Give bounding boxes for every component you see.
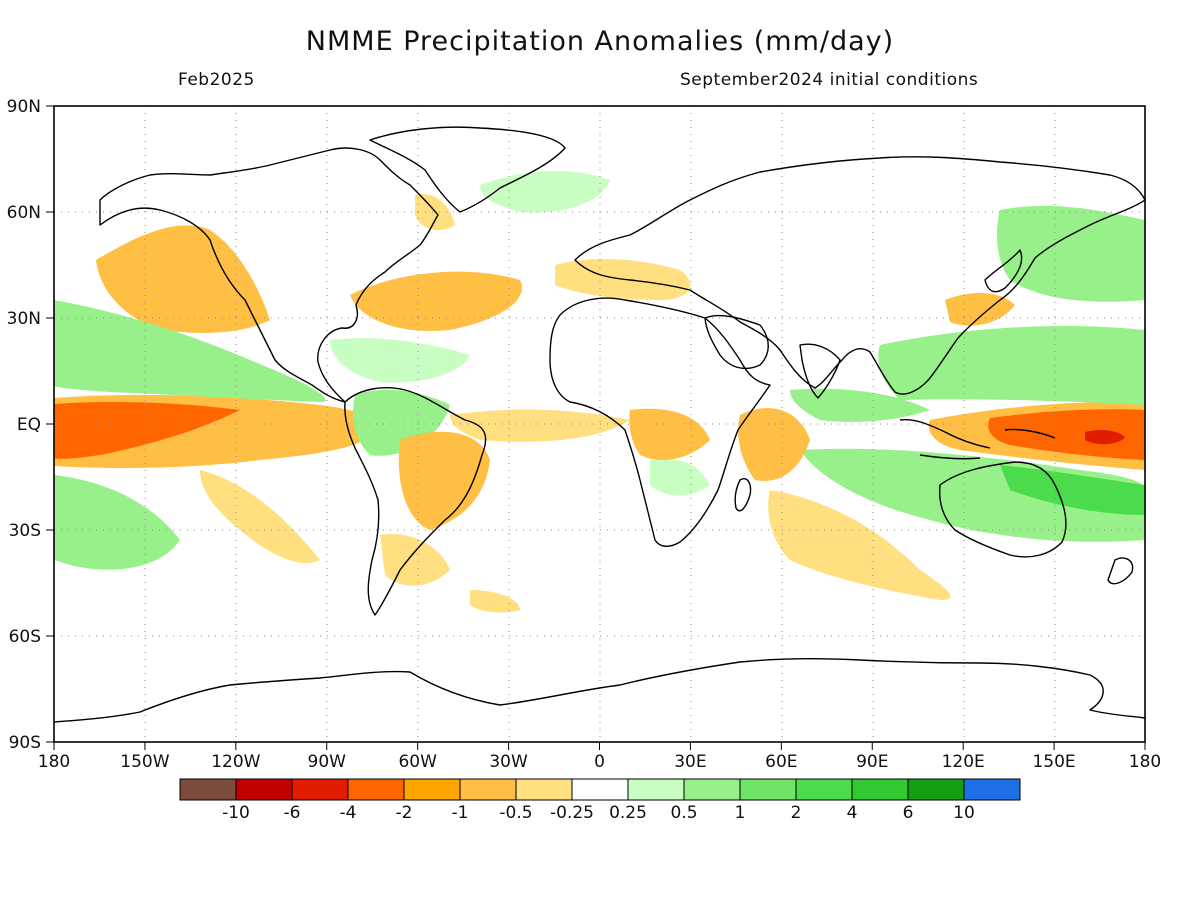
- latitude-axis: 90N 60N 30N EQ 30S 60S 90S: [7, 97, 54, 753]
- anomaly-region-indian-ocean-dry: [738, 408, 810, 481]
- colorbar-swatch: [235, 778, 293, 801]
- anomaly-region-caribbean-wet: [330, 338, 470, 383]
- anomaly-region-australia-strong-wet: [1000, 465, 1145, 515]
- coastline-antarctica: [54, 658, 1145, 723]
- anomaly-region-north-atlantic-wet: [480, 170, 610, 213]
- latitude-label: 90S: [9, 733, 41, 753]
- colorbar-label: -2: [396, 803, 413, 823]
- colorbar-label: 10: [953, 803, 975, 823]
- longitude-label: 90W: [308, 752, 347, 772]
- latitude-label: 30S: [9, 521, 41, 541]
- coastline-eurasia: [574, 156, 1145, 395]
- latitude-label: EQ: [17, 415, 41, 435]
- coastline-north-america: [99, 147, 439, 403]
- longitude-label: 120W: [211, 752, 260, 772]
- anomaly-region-south-atlantic-dry: [470, 590, 520, 613]
- colorbar-label: -6: [284, 803, 301, 823]
- longitude-axis: 180 150W 120W 90W 60W 30W 0 30E 60E 90E 120E 150E 18…: [38, 742, 1161, 772]
- anomaly-region-north-atlantic-dry: [350, 271, 522, 331]
- latitude-label: 90N: [7, 97, 41, 117]
- anomaly-region-equatorial-pacific-strong: [54, 402, 240, 459]
- coastline-south-america: [344, 387, 487, 616]
- anomaly-region-east-africa-wet: [650, 458, 710, 496]
- colorbar-label: -0.25: [550, 803, 594, 823]
- colorbar-swatch: [963, 778, 1021, 801]
- colorbar-swatch: [683, 778, 741, 801]
- colorbar-swatch: [795, 778, 853, 801]
- anomaly-region-pacific-se-dry: [200, 470, 320, 564]
- coastline-japan: [984, 249, 1023, 293]
- colorbar-label: 6: [903, 803, 914, 823]
- colorbar-swatch: [459, 778, 517, 801]
- anomaly-region-australia-north-wet: [800, 448, 1145, 542]
- anomaly-region-pacific-north-wet: [54, 300, 326, 402]
- anomaly-region-north-pacific-wet: [997, 205, 1145, 302]
- anomaly-region-indian-ocean-wet: [790, 388, 930, 422]
- coastline-india: [799, 343, 841, 399]
- colorbar-swatch: [851, 778, 909, 801]
- coastline-indonesia: [899, 418, 1056, 460]
- latitude-label: 60S: [9, 627, 41, 647]
- colorbar-swatch: [291, 778, 349, 801]
- coastline-greenland: [369, 126, 566, 213]
- anomaly-region-west-pacific-north-wet: [878, 325, 1145, 405]
- colorbar-label: -4: [340, 803, 357, 823]
- colorbar-swatch: [179, 778, 237, 801]
- longitude-label: 120E: [942, 752, 985, 772]
- longitude-label: 150E: [1032, 752, 1075, 772]
- anomaly-region-south-indian-dry: [768, 490, 951, 600]
- longitude-label: 90E: [856, 752, 888, 772]
- longitude-label: 30W: [489, 752, 528, 772]
- longitude-label: 180: [1129, 752, 1161, 772]
- anomaly-region-west-pacific-strong: [988, 409, 1145, 460]
- initial-conditions-label: September2024 initial conditions: [680, 70, 979, 90]
- anomaly-region-west-pacific-extreme: [1085, 430, 1125, 445]
- colorbar-swatch: [907, 778, 965, 801]
- colorbar-label: -10: [222, 803, 250, 823]
- colorbar-swatch: [627, 778, 685, 801]
- longitude-label: 60W: [398, 752, 437, 772]
- colorbar: -10 -6 -4 -2 -1 -0.5 -0.25 0.25 0.5 1 2 4 6 10: [179, 778, 1021, 823]
- graticule: [54, 106, 1145, 742]
- colorbar-label: 0.5: [670, 803, 697, 823]
- anomaly-region-pacific-ne-dry: [96, 225, 270, 333]
- colorbar-swatch: [739, 778, 797, 801]
- valid-month-label: Feb2025: [178, 70, 255, 90]
- anomaly-region-pacific-south-wet: [54, 475, 180, 570]
- colorbar-swatch: [571, 778, 629, 801]
- colorbar-label: -1: [452, 803, 469, 823]
- colorbar-label: 0.25: [609, 803, 647, 823]
- longitude-label: 60E: [765, 752, 797, 772]
- longitude-label: 150W: [120, 752, 169, 772]
- anomaly-region-japan-dry: [945, 293, 1015, 326]
- longitude-label: 180: [38, 752, 70, 772]
- colorbar-label: -0.5: [499, 803, 532, 823]
- colorbar-swatch: [347, 778, 405, 801]
- coastline-arabia: [704, 314, 769, 370]
- coastline-new-zealand: [1107, 557, 1134, 585]
- anomaly-region-brazil-dry: [398, 431, 490, 530]
- anomaly-region-south-america-south-dry: [380, 534, 450, 586]
- colorbar-swatch: [515, 778, 573, 801]
- anomaly-field: [54, 170, 1145, 613]
- map-title: NMME Precipitation Anomalies (mm/day): [305, 26, 895, 57]
- anomaly-region-equatorial-atlantic-dry: [450, 409, 630, 442]
- latitude-label: 30N: [7, 309, 41, 329]
- colorbar-swatch: [403, 778, 461, 801]
- colorbar-label: 2: [791, 803, 802, 823]
- latitude-label: 60N: [7, 203, 41, 223]
- colorbar-label: 1: [735, 803, 746, 823]
- anomaly-region-central-africa-dry: [629, 408, 710, 460]
- longitude-label: 30E: [674, 752, 706, 772]
- colorbar-label: 4: [847, 803, 858, 823]
- coastlines: [54, 126, 1145, 723]
- coastline-australia: [938, 461, 1067, 558]
- coastline-madagascar: [734, 478, 752, 512]
- longitude-label: 0: [594, 752, 605, 772]
